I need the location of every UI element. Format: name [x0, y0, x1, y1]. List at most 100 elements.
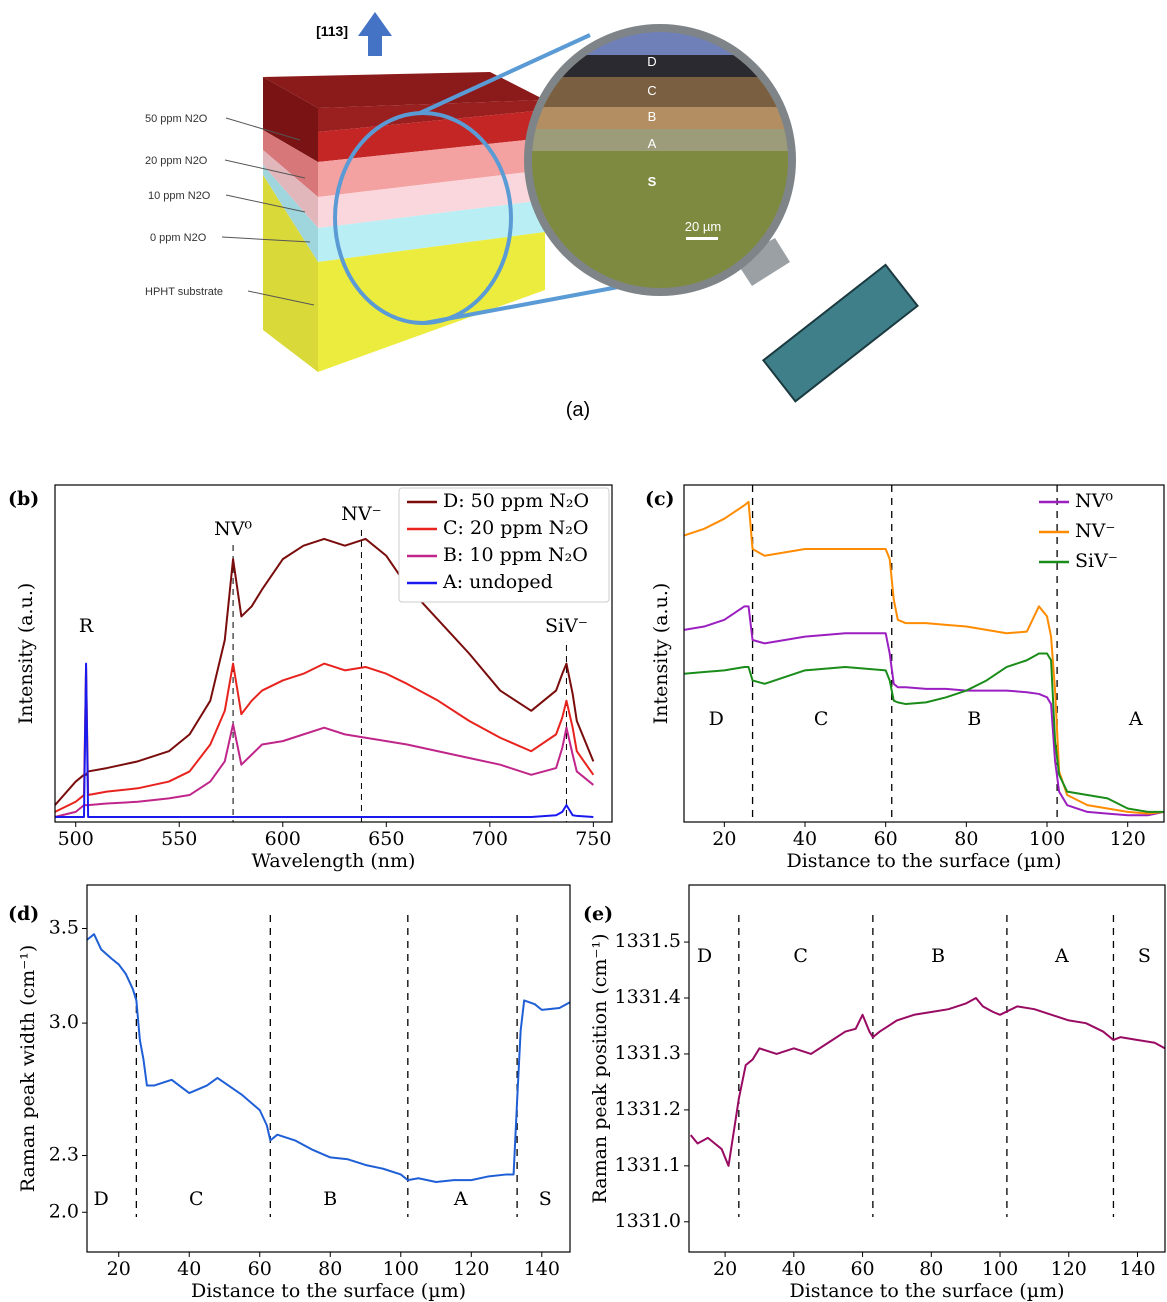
lens-band — [532, 107, 788, 129]
caption: (a) — [566, 399, 590, 421]
region-label: C — [814, 708, 829, 730]
y-tick-label: 1331.1 — [615, 1154, 681, 1176]
region-label: C — [189, 1188, 204, 1210]
leader — [224, 159, 306, 179]
x-tick-label: 120 — [453, 1258, 489, 1280]
x-tick-label: 100 — [982, 1258, 1018, 1280]
legend-label: C: 20 ppm N₂O — [443, 517, 588, 539]
scale-bar — [686, 237, 718, 240]
legend-label: D: 50 ppm N₂O — [443, 490, 589, 512]
series-line — [684, 500, 1164, 815]
series-line — [684, 605, 1164, 817]
region-label: B — [323, 1188, 337, 1210]
layer — [318, 138, 545, 197]
layer-label: HPHT substrate — [145, 286, 223, 298]
layer-label: 50 ppm N2O — [145, 113, 208, 125]
y-tick-label: 2.3 — [49, 1144, 79, 1166]
legend-label: SiV⁻ — [1075, 550, 1118, 572]
x-tick-label: 40 — [177, 1258, 201, 1280]
panel-label: (d) — [8, 903, 39, 925]
plot-frame — [683, 484, 1165, 823]
x-axis-label: Distance to the surface (µm) — [191, 1280, 466, 1302]
leader — [247, 290, 315, 306]
layer-label: 0 ppm N2O — [150, 232, 207, 244]
y-axis-label: Intensity (a.u.) — [650, 583, 672, 725]
layer — [318, 100, 545, 132]
x-tick-label: 60 — [874, 828, 898, 850]
plot-frame — [86, 884, 571, 1253]
x-axis-label: Distance to the surface (µm) — [787, 850, 1062, 872]
y-tick-label: 3.0 — [49, 1011, 79, 1033]
chart: 20 40 60 80 100 120 Distance to the surface (µ… — [645, 484, 1165, 872]
face — [263, 165, 318, 262]
plot-area — [55, 530, 595, 822]
face — [263, 72, 545, 108]
region-label: D — [709, 708, 724, 730]
x-tick-label: 120 — [1051, 1258, 1087, 1280]
zoom-label: C — [647, 83, 656, 98]
y-tick-label: 3.5 — [49, 917, 79, 939]
y-tick-label: 2.0 — [49, 1200, 79, 1222]
y-tick-label: 1331.5 — [615, 930, 681, 952]
x-tick-label: 750 — [575, 828, 611, 850]
y-tick-label: 1331.2 — [615, 1098, 681, 1120]
y-tick-label: 1331.3 — [615, 1042, 681, 1064]
lens-band — [532, 55, 788, 77]
x-tick-label: 40 — [782, 1258, 806, 1280]
panel-label: (e) — [583, 903, 613, 925]
x-tick-label: 120 — [1110, 828, 1146, 850]
layer — [318, 232, 545, 372]
region-label: A — [1128, 708, 1143, 730]
layer — [318, 170, 545, 228]
panel-label: (c) — [645, 488, 675, 510]
plot-area — [689, 915, 1165, 1217]
series-line — [689, 997, 1165, 1167]
x-tick-label: 550 — [161, 828, 197, 850]
chart: 500 550 600 650 700 750 Wavelength (nm) Intensi… — [8, 484, 613, 872]
x-tick-label: 140 — [1119, 1258, 1155, 1280]
legend-label: B: 10 ppm N₂O — [443, 544, 588, 566]
x-tick-label: 60 — [248, 1258, 272, 1280]
y-axis-label: Intensity (a.u.) — [15, 583, 37, 725]
annotation: NV⁻ — [341, 503, 381, 525]
region-label: S — [1138, 945, 1151, 967]
region-label: C — [793, 945, 808, 967]
x-tick-label: 700 — [472, 828, 508, 850]
x-tick-label: 650 — [368, 828, 404, 850]
x-tick-label: 100 — [1029, 828, 1065, 850]
panel-a: [113] 50 ppm N2O 20 ppm N2O 10 ppm N2O 0… — [145, 12, 919, 421]
leader — [225, 194, 306, 213]
legend-label: A: undoped — [442, 571, 553, 593]
chart: 20 40 60 80 100 120 140 2.0 2.3 3.0 3.5 Distance to… — [8, 884, 571, 1302]
y-axis-label: Raman peak position (cm⁻¹) — [589, 934, 611, 1204]
x-tick-label: 20 — [713, 1258, 737, 1280]
x-tick-label: 80 — [318, 1258, 342, 1280]
direction-label: [113] — [316, 23, 348, 39]
zoom-label: B — [648, 109, 657, 124]
series-line — [684, 652, 1164, 813]
series-line — [55, 723, 594, 818]
region-label: B — [967, 708, 981, 730]
legend-label: NV⁻ — [1075, 520, 1115, 542]
layer-label: 10 ppm N2O — [148, 190, 211, 202]
region-label: S — [539, 1188, 552, 1210]
x-tick-label: 80 — [954, 828, 978, 850]
region-label: D — [697, 945, 712, 967]
chart: 20 40 60 80 100 120 140 1331.0 1331.1 1331.2 1331.… — [583, 884, 1166, 1302]
y-tick-label: 1331.4 — [615, 986, 681, 1008]
series-line — [87, 933, 570, 1184]
magnifier-handle — [761, 263, 919, 403]
series-line — [55, 662, 594, 818]
zoom-label: A — [648, 136, 657, 151]
x-tick-label: 60 — [850, 1258, 874, 1280]
x-tick-label: 140 — [524, 1258, 560, 1280]
annotation: NV⁰ — [214, 518, 252, 540]
region-label: A — [453, 1188, 468, 1210]
scale-bar-label: 20 µm — [685, 219, 721, 234]
charts: 500 550 600 650 700 750 Wavelength (nm) Intensi… — [8, 484, 1166, 1302]
face — [263, 77, 318, 162]
series-line — [55, 662, 595, 813]
direction-arrow — [358, 12, 392, 56]
layer — [318, 200, 545, 262]
